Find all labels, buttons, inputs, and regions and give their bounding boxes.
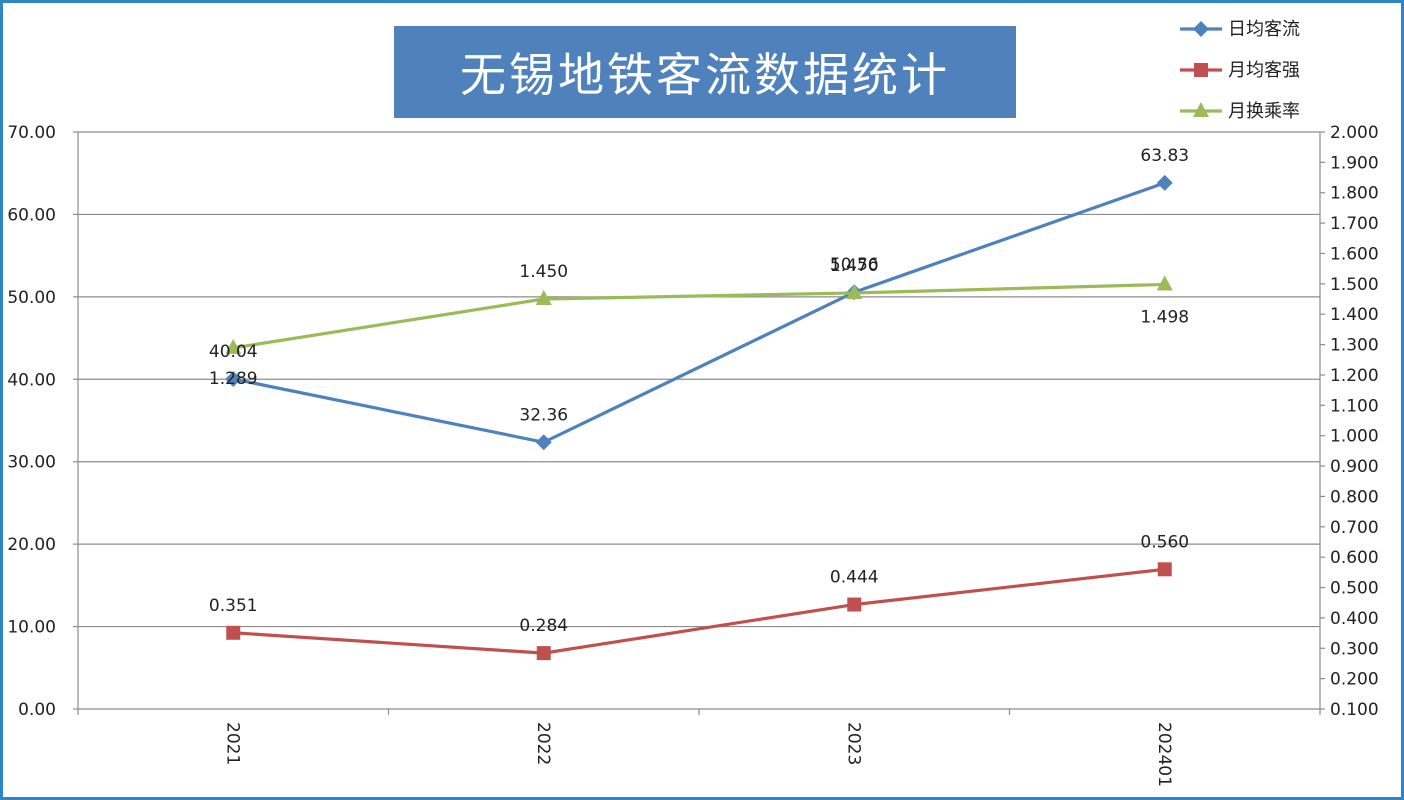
- legend-marker: [1194, 63, 1208, 77]
- y-right-tick-label: 1.600: [1330, 244, 1379, 264]
- y-right-tick-label: 0.200: [1330, 670, 1379, 690]
- y-left-tick-label: 50.00: [7, 288, 56, 308]
- x-tick-label: 2022: [533, 722, 553, 765]
- data-label: 1.289: [209, 369, 258, 389]
- chart-title-box: 无锡地铁客流数据统计: [394, 26, 1016, 118]
- series-line: [233, 567, 1165, 655]
- data-label: 0.444: [830, 568, 879, 588]
- series-line: [232, 181, 1166, 444]
- data-label: 0.560: [1140, 532, 1189, 552]
- y-left-tick-label: 20.00: [7, 535, 56, 555]
- data-point: [225, 338, 242, 354]
- y-right-tick-label: 1.900: [1330, 153, 1379, 173]
- y-right-tick-label: 2.000: [1330, 123, 1379, 143]
- data-label: 40.04: [209, 342, 258, 362]
- y-right-tick-label: 1.400: [1330, 305, 1379, 325]
- legend-marker: [1193, 21, 1209, 37]
- legend-label: 日均客流: [1228, 19, 1300, 40]
- data-label: 1.498: [1140, 307, 1189, 327]
- y-left-tick-label: 70.00: [7, 123, 56, 143]
- data-label: 63.83: [1140, 146, 1189, 166]
- y-right-tick-label: 1.000: [1330, 427, 1379, 447]
- x-tick-label: 2021: [222, 722, 242, 765]
- data-label: 1.470: [830, 256, 879, 276]
- data-point: [225, 370, 242, 387]
- data-label: 32.36: [519, 405, 568, 425]
- y-right-tick-label: 1.300: [1330, 336, 1379, 356]
- data-point: [535, 434, 552, 451]
- data-label: 50.56: [830, 255, 879, 275]
- y-left-tick-label: 10.00: [7, 618, 56, 638]
- chart-title: 无锡地铁客流数据统计: [460, 48, 950, 102]
- data-point: [226, 625, 241, 640]
- y-right-tick-label: 0.900: [1330, 457, 1379, 477]
- data-point: [535, 290, 552, 306]
- data-label: 0.351: [209, 596, 258, 616]
- y-right-tick-label: 0.600: [1330, 548, 1379, 568]
- data-point: [1156, 275, 1173, 291]
- y-left-tick-label: 40.00: [7, 370, 56, 390]
- y-left-tick-label: 60.00: [7, 205, 56, 225]
- data-point: [846, 283, 863, 299]
- y-right-tick-label: 0.700: [1330, 518, 1379, 538]
- y-left-tick-label: 30.00: [7, 453, 56, 473]
- y-right-tick-label: 0.100: [1330, 700, 1379, 720]
- y-right-tick-label: 1.500: [1330, 275, 1379, 295]
- data-label: 1.450: [519, 262, 568, 282]
- data-point: [536, 646, 551, 661]
- data-point: [847, 597, 862, 612]
- y-right-tick-label: 0.300: [1330, 639, 1379, 659]
- y-right-tick-label: 1.700: [1330, 214, 1379, 234]
- data-label: 0.284: [519, 616, 568, 636]
- y-right-tick-label: 1.100: [1330, 396, 1379, 416]
- legend-label: 月换乘率: [1228, 101, 1300, 122]
- y-right-tick-label: 1.800: [1330, 184, 1379, 204]
- x-tick-label: 2023: [843, 722, 863, 765]
- y-right-tick-label: 0.400: [1330, 609, 1379, 629]
- y-left-tick-label: 0.00: [18, 700, 56, 720]
- y-right-tick-label: 1.200: [1330, 366, 1379, 386]
- y-right-tick-label: 0.500: [1330, 579, 1379, 599]
- legend-marker: [1193, 102, 1209, 117]
- y-right-tick-label: 0.800: [1330, 487, 1379, 507]
- legend-label: 月均客强: [1228, 60, 1300, 81]
- data-point: [1157, 562, 1172, 577]
- x-tick-label: 202401: [1154, 722, 1174, 787]
- data-point: [1156, 174, 1173, 191]
- series-line: [233, 282, 1165, 350]
